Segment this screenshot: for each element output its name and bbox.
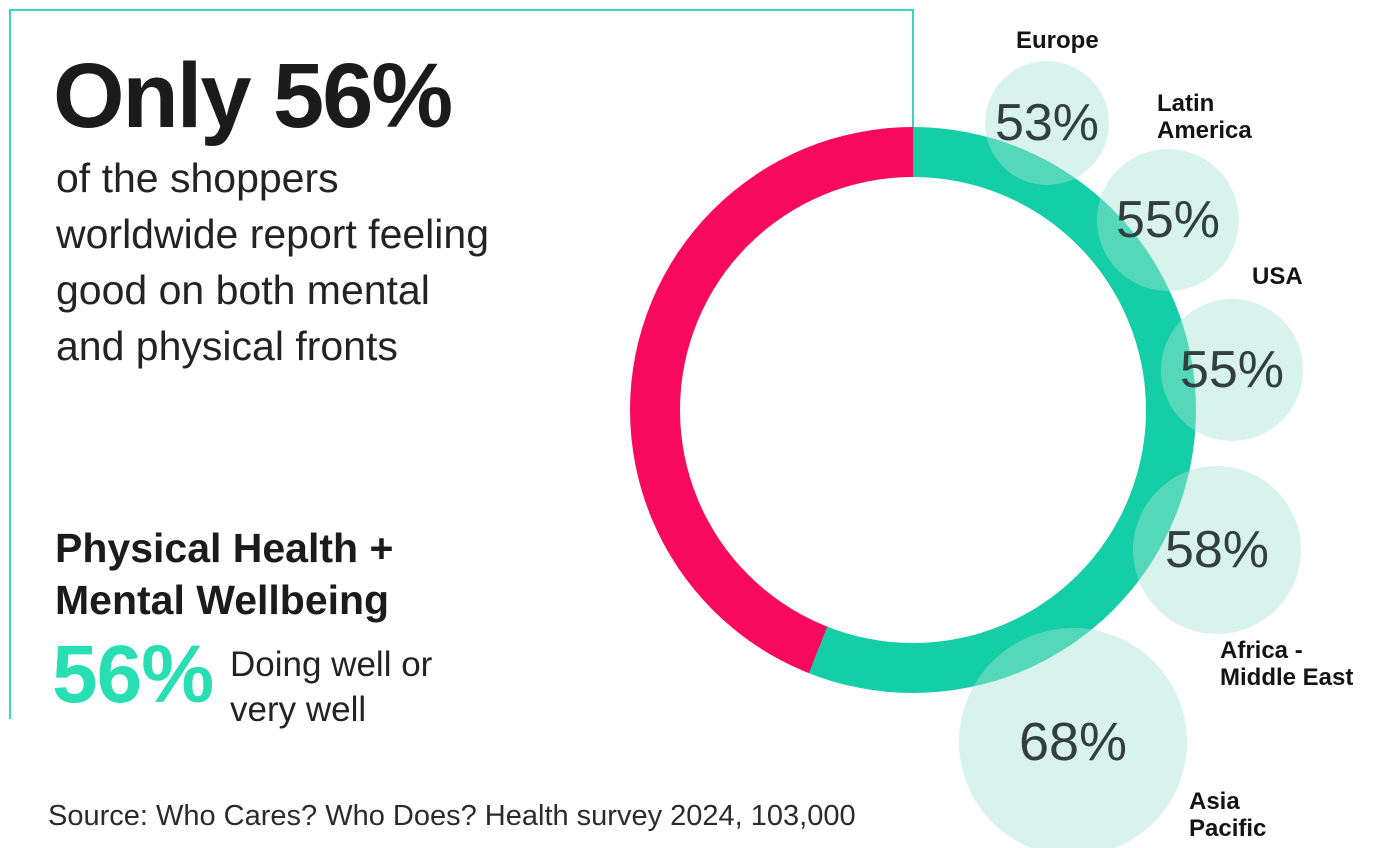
frame-border-connector	[912, 9, 914, 131]
region-label-line: Asia	[1189, 788, 1240, 815]
region-bubble-usa: 55%	[1161, 299, 1303, 441]
metric-description-line: Doing well or	[230, 645, 433, 684]
region-bubble-asia-pacific: 68%	[959, 628, 1187, 848]
region-label-line: America	[1157, 117, 1252, 144]
region-value-usa: 55%	[1179, 341, 1285, 399]
metric-description-line: very well	[230, 690, 367, 729]
region-label-line: Africa -	[1220, 637, 1303, 664]
metric-value: 56%	[52, 629, 214, 720]
region-label-line: Pacific	[1189, 815, 1267, 842]
region-bubble-latin-america: 55%	[1097, 149, 1239, 291]
region-label-line: USA	[1252, 263, 1303, 290]
metric-title-line: Mental Wellbeing	[55, 577, 390, 623]
region-label-africa-middle-east: Africa - Middle East	[1220, 637, 1353, 691]
region-label-line: Middle East	[1220, 664, 1354, 691]
headline-line: worldwide report feeling	[56, 211, 490, 257]
headline-title: Only 56%	[53, 45, 453, 147]
frame-border-top	[10, 9, 914, 11]
region-bubble-europe: 53%	[985, 61, 1109, 185]
donut-chart	[630, 127, 1196, 693]
headline-line: of the shoppers	[56, 155, 339, 201]
metric-description: Doing well or very well	[230, 642, 432, 732]
donut-hole	[680, 177, 1146, 643]
headline-line: and physical fronts	[56, 323, 398, 369]
region-label-latin-america: Latin America	[1157, 90, 1252, 144]
headline-subtitle: of the shoppers worldwide report feeling…	[56, 150, 489, 374]
region-label-usa: USA	[1252, 263, 1303, 290]
metric-title-line: Physical Health +	[55, 525, 394, 571]
region-bubble-africa-middle-east: 58%	[1133, 466, 1301, 634]
frame-border-left	[9, 9, 11, 719]
metric-title: Physical Health + Mental Wellbeing	[55, 522, 393, 626]
source-note: Source: Who Cares? Who Does? Health surv…	[48, 800, 856, 832]
region-label-asia-pacific: Asia Pacific	[1189, 788, 1266, 842]
region-label-line: Europe	[1016, 27, 1099, 54]
region-value-africa-middle-east: 58%	[1164, 521, 1270, 579]
region-value-asia-pacific: 68%	[1018, 712, 1128, 772]
region-label-europe: Europe	[1016, 27, 1099, 54]
region-label-line: Latin	[1157, 90, 1215, 117]
region-value-latin-america: 55%	[1115, 191, 1221, 249]
headline-line: good on both mental	[56, 267, 430, 313]
region-value-europe: 53%	[994, 94, 1100, 152]
